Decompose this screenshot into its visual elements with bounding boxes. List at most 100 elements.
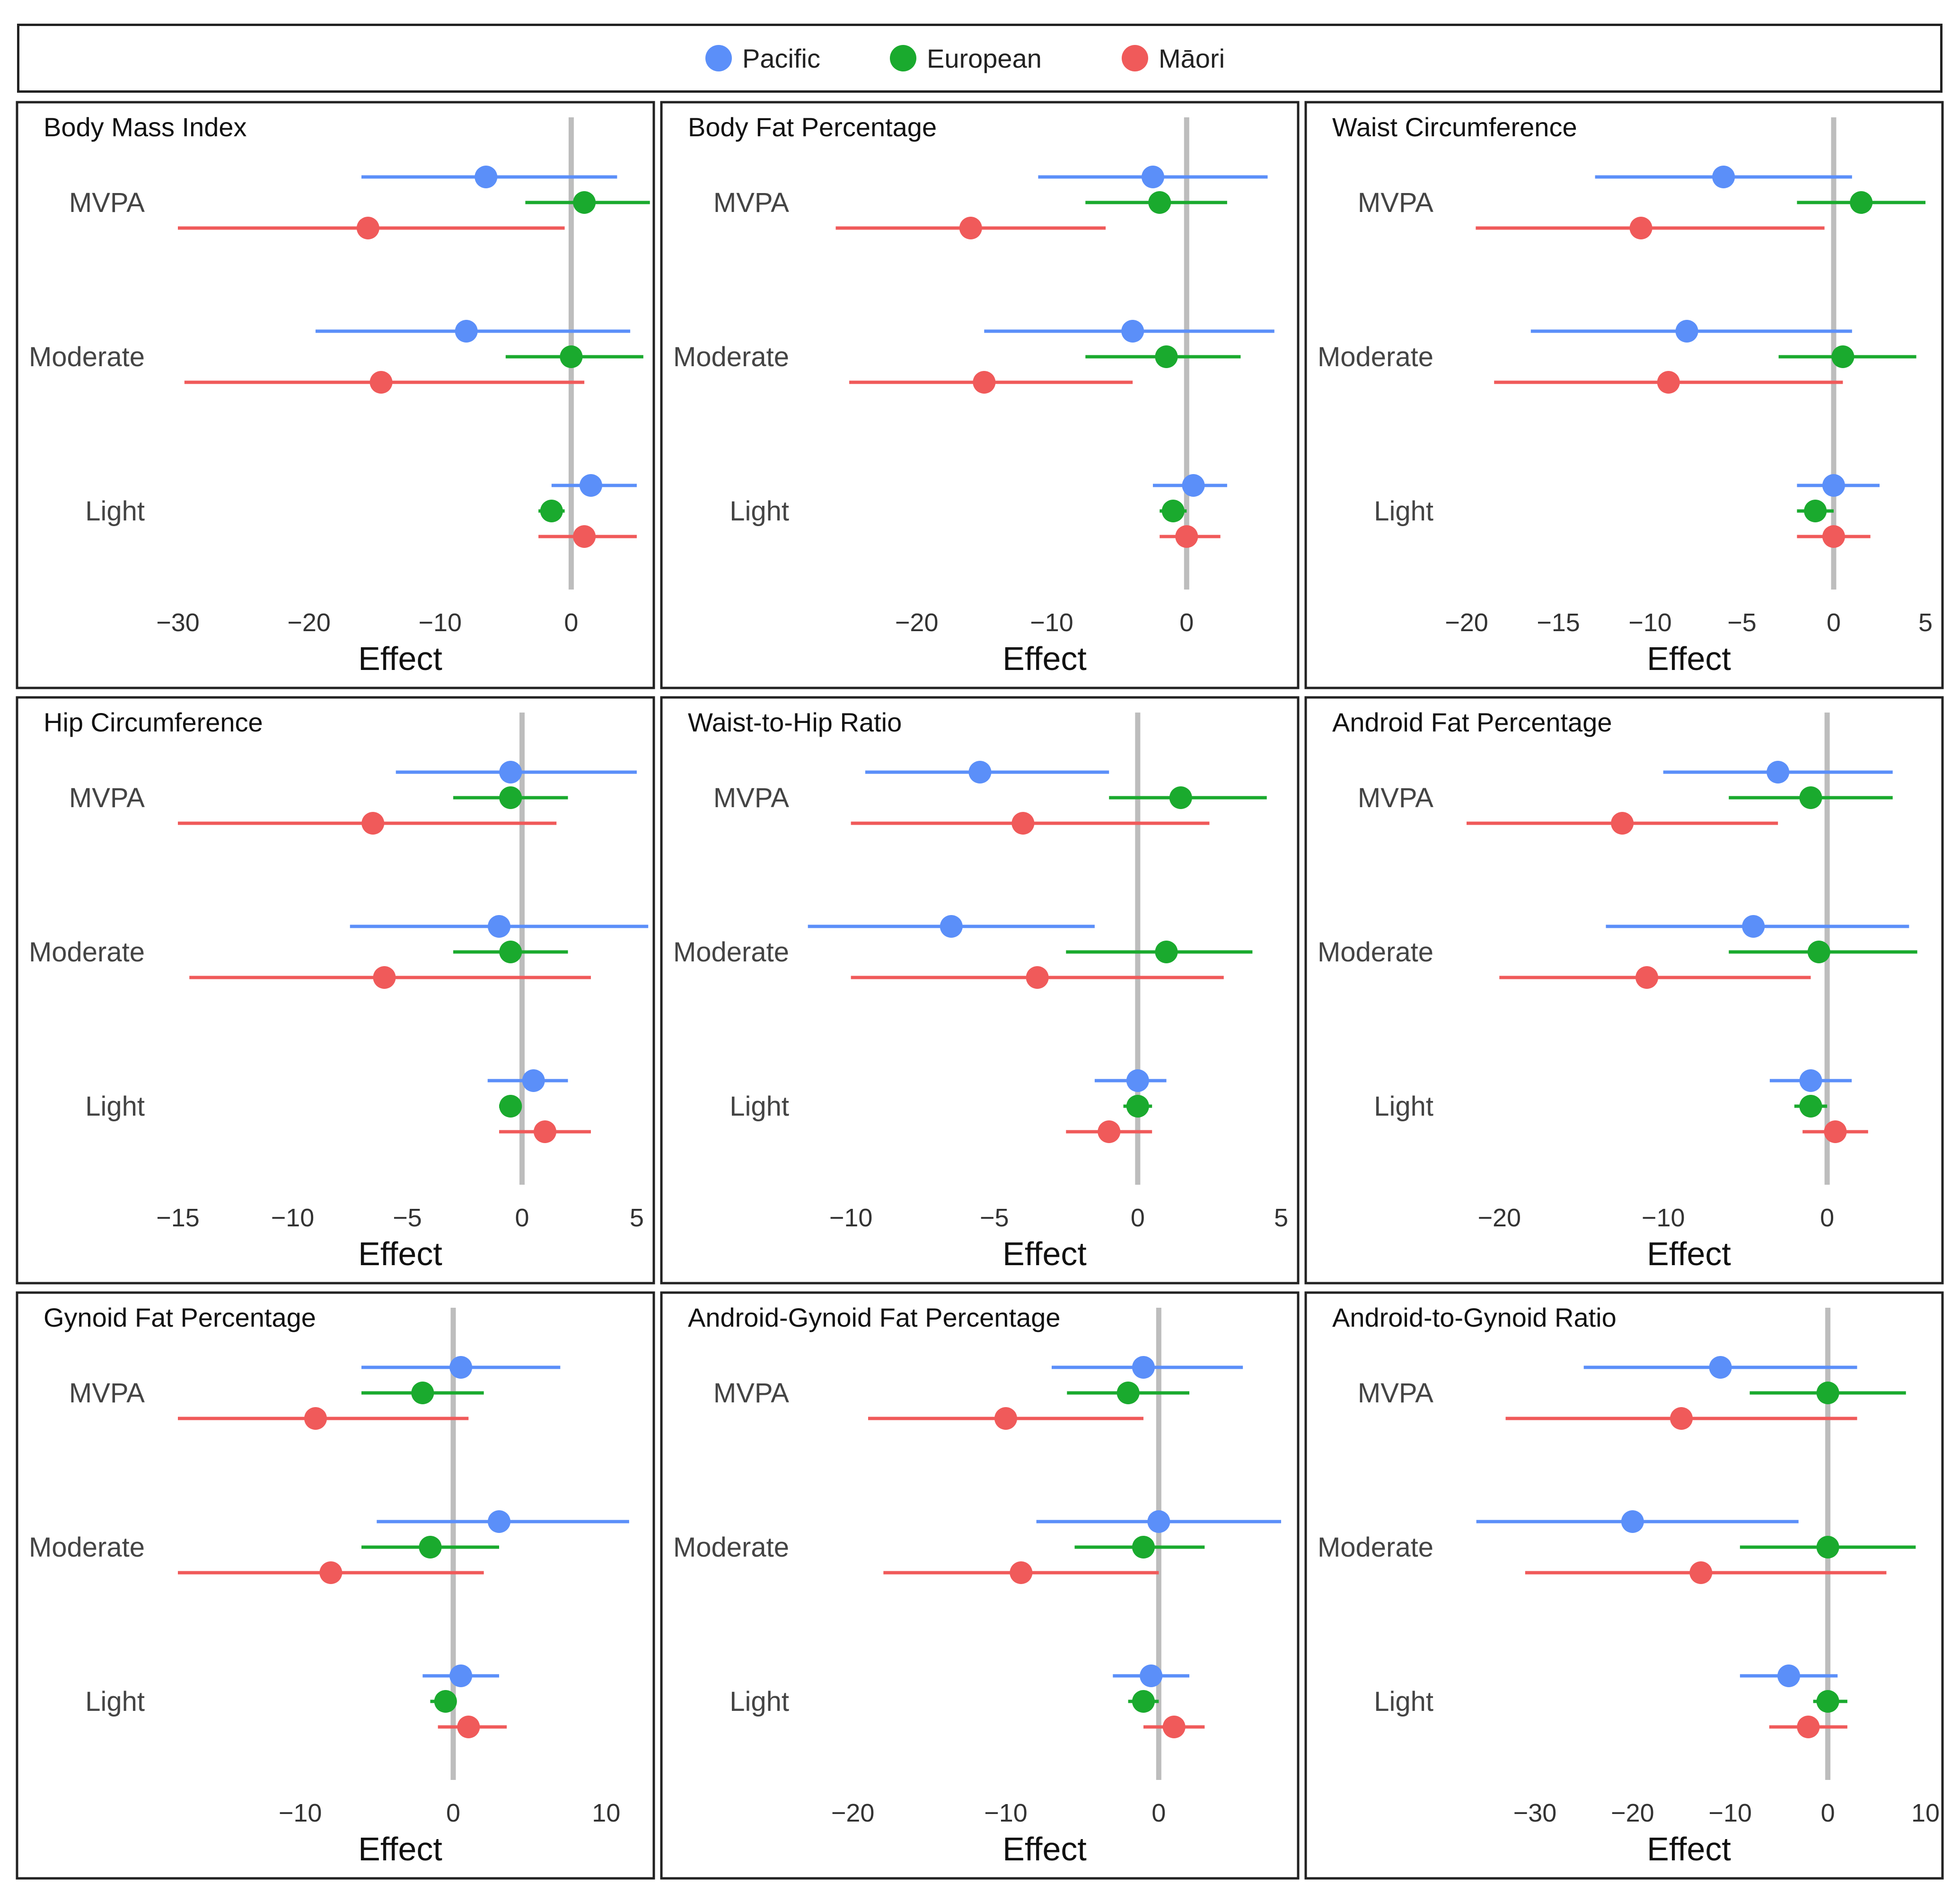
x-tick-label: 0	[1821, 1799, 1835, 1827]
point-pacific-light	[1140, 1664, 1163, 1687]
category-label-mvpa: MVPA	[713, 187, 789, 218]
panel-frame	[660, 1291, 1300, 1880]
legend-label-pacific: Pacific	[742, 43, 820, 73]
category-label-light: Light	[85, 496, 145, 527]
x-tick-label: −30	[156, 608, 200, 637]
category-label-mvpa: MVPA	[1358, 1378, 1433, 1409]
x-tick-label: 0	[515, 1204, 529, 1232]
x-tick-label: 10	[592, 1799, 620, 1827]
point-pacific-mvpa	[968, 761, 992, 784]
point-pacific-light	[1126, 1069, 1149, 1092]
x-tick-label: 5	[1274, 1204, 1288, 1232]
category-label-light: Light	[85, 1686, 145, 1717]
category-label-moderate: Moderate	[29, 342, 145, 372]
point-maori-moderate	[1657, 371, 1680, 394]
category-label-mvpa: MVPA	[69, 187, 145, 218]
category-label-light: Light	[85, 1091, 145, 1122]
point-european-mvpa	[1169, 786, 1192, 809]
point-european-moderate	[1831, 345, 1855, 368]
panel-title: Body Fat Percentage	[688, 112, 937, 142]
point-european-light	[540, 500, 563, 522]
x-axis-title: Effect	[1647, 1235, 1731, 1272]
point-pacific-light	[1777, 1664, 1801, 1687]
legend-item-pacific: Pacific	[705, 26, 820, 90]
point-maori-mvpa	[1629, 217, 1652, 239]
point-pacific-moderate	[488, 915, 510, 938]
point-maori-light	[573, 525, 596, 548]
category-label-mvpa: MVPA	[713, 783, 789, 813]
category-label-light: Light	[730, 496, 789, 527]
x-tick-label: −20	[895, 608, 939, 637]
point-maori-moderate	[973, 371, 996, 394]
category-label-light: Light	[1374, 496, 1433, 527]
point-pacific-mvpa	[499, 761, 522, 784]
point-european-mvpa	[1799, 786, 1822, 809]
x-tick-label: −10	[1030, 608, 1073, 637]
category-label-moderate: Moderate	[29, 1532, 145, 1563]
category-label-moderate: Moderate	[1318, 342, 1433, 372]
point-maori-light	[1797, 1716, 1820, 1738]
x-tick-label: −10	[279, 1799, 322, 1827]
panel-waist-circumference: Waist Circumference MVPA Moderate Light −20 −…	[1304, 101, 1944, 689]
x-tick-label: −5	[980, 1204, 1009, 1232]
x-tick-label: 5	[630, 1204, 644, 1232]
point-pacific-light	[580, 474, 602, 497]
x-tick-label: −20	[1611, 1799, 1654, 1827]
panel-hip-circumference: Hip Circumference MVPA Moderate Light −15 −10…	[16, 696, 655, 1285]
panel-title: Gynoid Fat Percentage	[44, 1303, 316, 1332]
point-pacific-mvpa	[1767, 761, 1790, 784]
point-pacific-light	[522, 1069, 545, 1092]
x-axis-title: Effect	[1647, 1831, 1731, 1867]
point-pacific-light	[1799, 1069, 1822, 1092]
x-tick-label: −20	[287, 608, 331, 637]
legend-item-european: European	[890, 26, 1042, 90]
panel-frame	[16, 1291, 655, 1880]
panel-android-to-gynoid-ratio: Android-to-Gynoid Ratio MVPA Moderate Light…	[1304, 1291, 1944, 1880]
point-pacific-mvpa	[449, 1356, 473, 1379]
point-pacific-moderate	[940, 915, 963, 938]
point-pacific-light	[1182, 474, 1205, 497]
panel-frame	[660, 101, 1300, 689]
point-european-light	[1126, 1095, 1149, 1118]
legend-swatch-pacific	[705, 45, 732, 71]
x-tick-label: 0	[1151, 1799, 1166, 1827]
panel-title: Waist Circumference	[1332, 112, 1577, 142]
x-tick-label: 5	[1918, 608, 1933, 637]
panel-gynoid-fat-percentage: Gynoid Fat Percentage MVPA Moderate Light −1…	[16, 1291, 655, 1880]
panel-frame	[16, 696, 655, 1285]
legend: Pacific European Māori	[17, 24, 1942, 93]
x-axis-title: Effect	[1647, 640, 1731, 677]
point-maori-light	[1098, 1120, 1121, 1143]
x-tick-label: 0	[446, 1799, 460, 1827]
x-tick-label: 0	[1179, 608, 1194, 637]
panel-title: Body Mass Index	[44, 112, 247, 142]
point-maori-moderate	[373, 966, 396, 989]
point-pacific-moderate	[1742, 915, 1765, 938]
x-tick-label: −10	[829, 1204, 873, 1232]
point-pacific-mvpa	[1141, 166, 1164, 188]
x-axis-title: Effect	[1002, 1831, 1087, 1867]
point-maori-moderate	[1026, 966, 1049, 989]
x-tick-label: −10	[1642, 1204, 1685, 1232]
category-label-moderate: Moderate	[29, 937, 145, 968]
point-maori-moderate	[369, 371, 393, 394]
point-european-mvpa	[1816, 1382, 1839, 1404]
point-maori-light	[457, 1716, 480, 1738]
point-european-moderate	[1807, 941, 1830, 963]
legend-label-maori: Māori	[1159, 43, 1225, 73]
legend-label-european: European	[927, 43, 1042, 73]
panel-body-mass-index: Body Mass Index MVPA Moderate Light −30 −20 −1…	[16, 101, 655, 689]
category-label-light: Light	[1374, 1686, 1433, 1717]
point-european-mvpa	[411, 1382, 434, 1404]
category-label-moderate: Moderate	[673, 342, 789, 372]
x-tick-label: −15	[1537, 608, 1580, 637]
x-tick-label: −10	[1708, 1799, 1752, 1827]
panel-android-gynoid-fat-percentage: Android-Gynoid Fat Percentage MVPA Moderat…	[660, 1291, 1300, 1880]
point-pacific-mvpa	[1709, 1356, 1732, 1379]
x-tick-label: 0	[564, 608, 578, 637]
point-european-moderate	[1155, 345, 1178, 368]
panel-frame	[660, 696, 1300, 1285]
point-maori-mvpa	[1011, 812, 1035, 835]
point-european-moderate	[1816, 1536, 1839, 1559]
x-axis-title: Effect	[1002, 1235, 1087, 1272]
